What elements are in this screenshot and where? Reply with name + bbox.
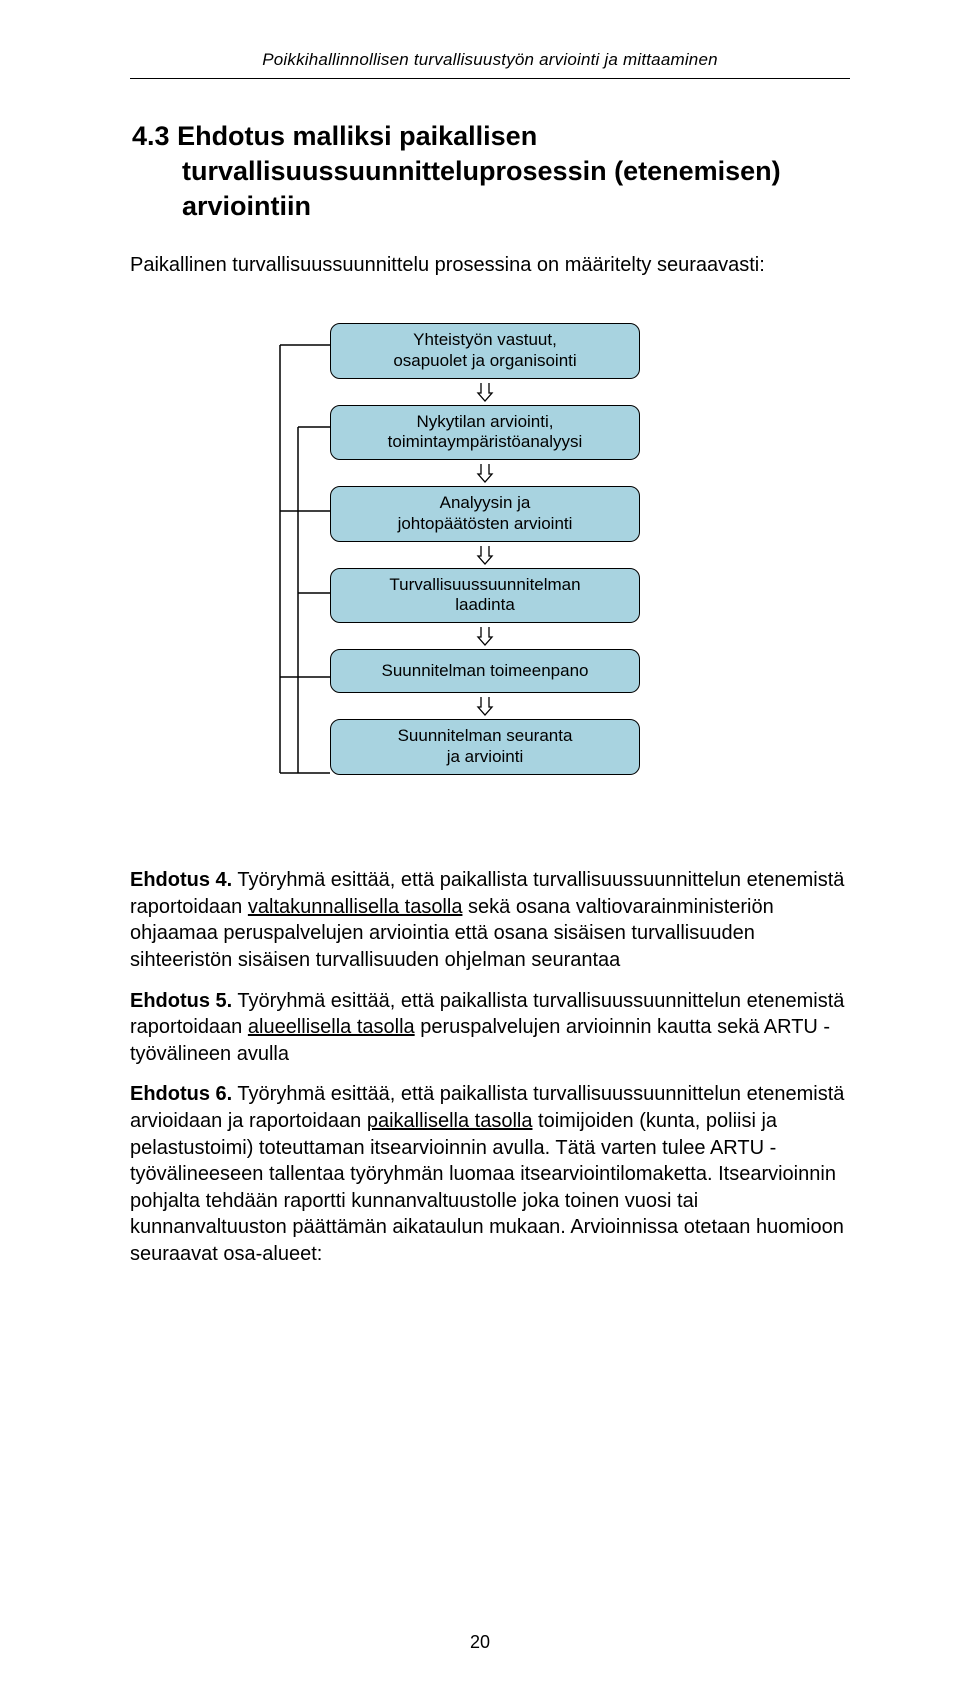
down-arrow-icon: [330, 544, 640, 566]
document-page: Poikkihallinnollisen turvallisuustyön ar…: [0, 0, 960, 1342]
process-box-6: Suunnitelman seuranta ja arviointi: [330, 719, 640, 774]
ehdotus-6-underline: paikallisella tasolla: [367, 1110, 533, 1132]
process-box-2: Nykytilan arviointi, toimintaympäristöan…: [330, 405, 640, 460]
process-box-3-line2: johtopäätösten arviointi: [398, 514, 573, 535]
down-arrow-icon: [330, 381, 640, 403]
ehdotus-5-paragraph: Ehdotus 5. Työryhmä esittää, että paikal…: [130, 988, 850, 1068]
head-rule: [130, 78, 850, 79]
process-box-4-line1: Turvallisuussuunnitelman: [389, 575, 580, 596]
ehdotus-4-label: Ehdotus 4.: [130, 869, 232, 891]
ehdotus-6-label: Ehdotus 6.: [130, 1083, 232, 1105]
feedback-lines: [130, 323, 340, 813]
intro-paragraph: Paikallinen turvallisuussuunnittelu pros…: [130, 252, 850, 279]
process-box-1-line1: Yhteistyön vastuut,: [413, 330, 557, 351]
ehdotus-4-underline: valtakunnallisella tasolla: [248, 896, 463, 918]
down-arrow-icon: [330, 695, 640, 717]
section-title-line3: arviointiin: [132, 191, 311, 221]
ehdotus-5-label: Ehdotus 5.: [130, 990, 232, 1012]
section-number: 4.3: [132, 121, 170, 151]
process-box-1-line2: osapuolet ja organisointi: [393, 351, 576, 372]
process-boxes-column: Yhteistyön vastuut, osapuolet ja organis…: [330, 323, 640, 774]
section-title-line1: Ehdotus malliksi paikallisen: [177, 121, 537, 151]
process-box-3: Analyysin ja johtopäätösten arviointi: [330, 486, 640, 541]
process-box-4: Turvallisuussuunnitelman laadinta: [330, 568, 640, 623]
process-box-5-line1: Suunnitelman toimeenpano: [382, 661, 589, 682]
process-diagram: Yhteistyön vastuut, osapuolet ja organis…: [130, 323, 850, 823]
process-box-3-line1: Analyysin ja: [440, 493, 531, 514]
down-arrow-icon: [330, 625, 640, 647]
process-box-6-line1: Suunnitelman seuranta: [398, 726, 573, 747]
ehdotus-4-paragraph: Ehdotus 4. Työryhmä esittää, että paikal…: [130, 867, 850, 973]
down-arrow-icon: [330, 462, 640, 484]
process-box-2-line1: Nykytilan arviointi,: [417, 412, 554, 433]
page-number: 20: [0, 1632, 960, 1653]
running-head: Poikkihallinnollisen turvallisuustyön ar…: [130, 50, 850, 70]
ehdotus-5-underline: alueellisella tasolla: [248, 1016, 415, 1038]
ehdotus-6-paragraph: Ehdotus 6. Työryhmä esittää, että paikal…: [130, 1081, 850, 1267]
section-title-line2: turvallisuussuunnitteluprosessin (etenem…: [132, 156, 781, 186]
ehdotus-6-post: toimijoiden (kunta, poliisi ja pelastust…: [130, 1110, 844, 1265]
process-box-2-line2: toimintaympäristöanalyysi: [388, 432, 583, 453]
process-box-6-line2: ja arviointi: [447, 747, 524, 768]
process-box-5: Suunnitelman toimeenpano: [330, 649, 640, 693]
section-heading: 4.3 Ehdotus malliksi paikallisen turvall…: [130, 119, 850, 224]
process-box-1: Yhteistyön vastuut, osapuolet ja organis…: [330, 323, 640, 378]
process-box-4-line2: laadinta: [455, 595, 515, 616]
